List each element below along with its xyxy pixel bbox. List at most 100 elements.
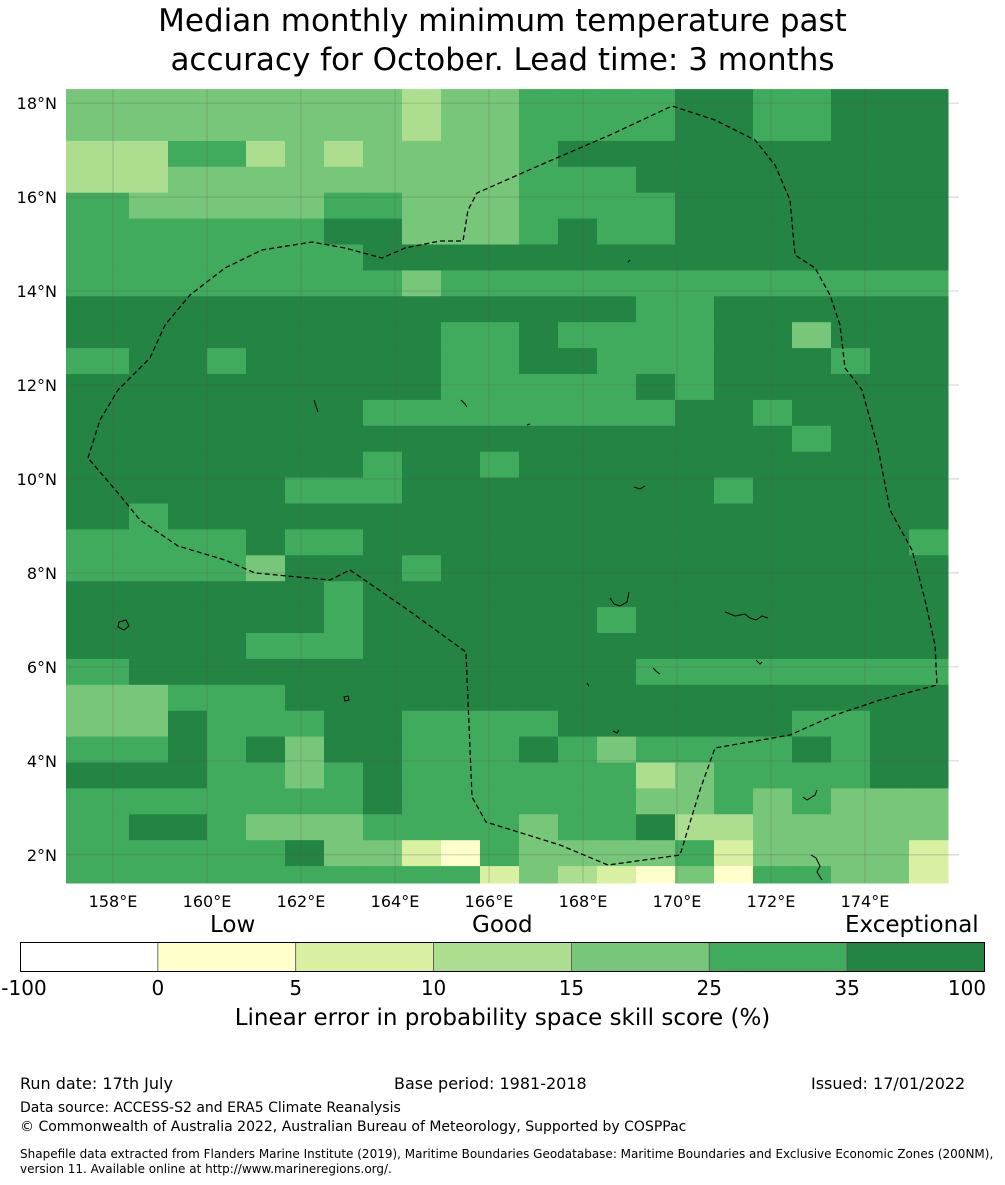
- grid-cell: [363, 374, 403, 401]
- grid-cell: [909, 555, 949, 582]
- grid-cell: [129, 322, 169, 349]
- grid-cell: [168, 425, 208, 453]
- grid-cell: [714, 840, 754, 867]
- grid-cell: [402, 736, 442, 763]
- grid-cell: [402, 788, 442, 815]
- grid-cell: [207, 296, 247, 323]
- grid-cell: [519, 607, 559, 634]
- grid-cell: [714, 607, 754, 634]
- grid-cell: [636, 710, 676, 738]
- grid-cell: [636, 218, 676, 245]
- grid-cell: [753, 477, 793, 504]
- grid-cell: [480, 322, 520, 349]
- grid-cell: [714, 140, 754, 168]
- grid-cell: [597, 140, 637, 168]
- lat-tick-label: 12°N: [17, 376, 57, 395]
- grid-cell: [129, 348, 169, 375]
- grid-cell: [753, 710, 793, 738]
- grid-cell: [831, 399, 871, 427]
- grid-cell: [285, 192, 325, 220]
- grid-cell: [480, 684, 520, 712]
- grid-cell: [66, 166, 91, 194]
- grid-cell: [558, 607, 598, 634]
- grid-cell: [285, 684, 325, 712]
- grid-cell: [519, 192, 559, 220]
- grid-cell: [675, 348, 715, 375]
- grid-cell: [675, 140, 715, 168]
- grid-cell: [285, 710, 325, 738]
- grid-cell: [324, 425, 364, 453]
- grid-cell: [480, 477, 520, 504]
- grid-cell: [714, 348, 754, 375]
- grid-cell: [870, 710, 910, 738]
- grid-cell: [324, 192, 364, 220]
- grid-cell: [831, 581, 871, 608]
- grid-cell: [324, 244, 364, 271]
- grid-cell: [480, 244, 520, 271]
- grid-cell: [753, 322, 793, 349]
- grid-cell: [714, 658, 754, 686]
- grid-cell: [792, 788, 832, 815]
- grid-cell: [636, 555, 676, 582]
- grid-cell: [285, 166, 325, 194]
- grid-cell: [675, 503, 715, 530]
- grid-cell: [480, 425, 520, 453]
- grid-cell: [519, 322, 559, 349]
- grid-cell: [909, 270, 949, 297]
- grid-cell: [324, 866, 364, 884]
- grid-cell: [831, 710, 871, 738]
- grid-cell: [480, 633, 520, 660]
- grid-cell: [168, 788, 208, 815]
- grid-cell: [168, 633, 208, 660]
- grid-cell: [246, 633, 286, 660]
- category-exceptional: Exceptional: [845, 912, 979, 938]
- grid-cell: [597, 529, 637, 556]
- grid-cell: [285, 244, 325, 271]
- grid-cell: [597, 425, 637, 453]
- grid-cell: [90, 529, 130, 556]
- grid-cell: [714, 166, 754, 194]
- grid-cell: [636, 529, 676, 556]
- grid-cell: [207, 348, 247, 375]
- grid-cell: [441, 736, 481, 763]
- grid-cell: [363, 322, 403, 349]
- colorbar-segment: [20, 942, 159, 972]
- grid-cell: [363, 581, 403, 608]
- grid-cell: [831, 762, 871, 789]
- grid-cell: [363, 296, 403, 323]
- grid-cell: [363, 710, 403, 738]
- grid-cell: [90, 348, 130, 375]
- grid-cell: [66, 814, 91, 841]
- grid-cell: [558, 192, 598, 220]
- grid-cell: [207, 115, 247, 142]
- grid-cell: [441, 607, 481, 634]
- grid-cell: [831, 244, 871, 271]
- grid-cell: [480, 736, 520, 763]
- lat-tick-label: 8°N: [27, 564, 57, 583]
- grid-cell: [597, 840, 637, 867]
- grid-cell: [831, 296, 871, 323]
- grid-cell: [909, 218, 949, 245]
- grid-cell: [870, 736, 910, 763]
- grid-cell: [168, 296, 208, 323]
- grid-cell: [90, 633, 130, 660]
- grid-cell: [168, 140, 208, 168]
- grid-cell: [402, 348, 442, 375]
- grid-cell: [246, 348, 286, 375]
- grid-cell: [519, 633, 559, 660]
- grid-cell: [597, 788, 637, 815]
- grid-cell: [792, 374, 832, 401]
- grid-cell: [129, 89, 169, 116]
- grid-cell: [675, 451, 715, 479]
- grid-cell: [870, 840, 910, 867]
- grid-cell: [246, 218, 286, 245]
- grid-cell: [285, 89, 325, 116]
- grid-cell: [636, 503, 676, 530]
- grid-cell: [753, 840, 793, 867]
- grid-cell: [207, 736, 247, 763]
- grid-cell: [714, 684, 754, 712]
- colorbar-tick-label: -100: [1, 976, 47, 1000]
- grid-cell: [363, 658, 403, 686]
- grid-cell: [636, 115, 676, 142]
- grid-cell: [831, 788, 871, 815]
